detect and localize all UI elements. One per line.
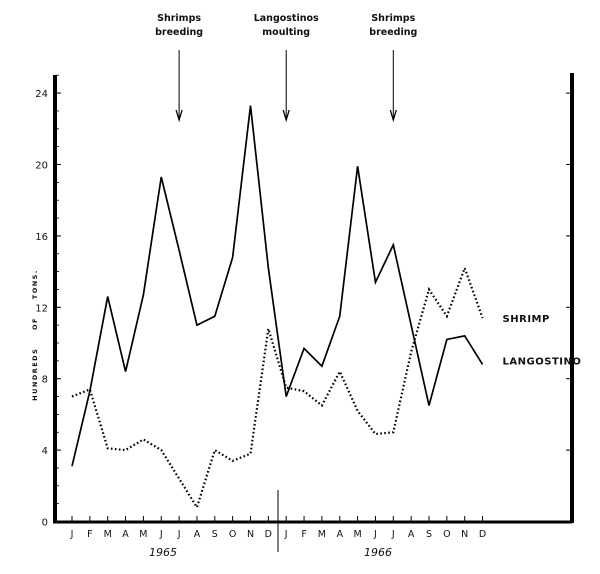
- x-tick-label: M: [139, 529, 147, 540]
- annotation-line1: Shrimps: [371, 13, 415, 24]
- x-tick-label: J: [159, 529, 163, 540]
- x-tick-label: A: [194, 529, 201, 540]
- x-tick-label: A: [122, 529, 129, 540]
- x-tick-label: M: [318, 529, 326, 540]
- y-tick-label: 20: [35, 161, 48, 172]
- y-tick-label: 8: [42, 375, 48, 386]
- x-tick-label: O: [229, 529, 236, 540]
- annotation-line2: moulting: [262, 27, 310, 38]
- x-tick-label: F: [87, 529, 92, 540]
- y-tick-label: 4: [42, 446, 48, 457]
- x-tick-label: M: [104, 529, 112, 540]
- x-tick-label: S: [212, 529, 218, 540]
- annotation-line2: breeding: [155, 27, 203, 38]
- annotation-line1: Langostinos: [254, 13, 319, 24]
- x-tick-label: F: [301, 529, 306, 540]
- y-tick-label: 12: [35, 303, 48, 314]
- x-tick-label: N: [461, 529, 468, 540]
- arrow-head-icon: [282, 109, 290, 123]
- x-tick-label: O: [443, 529, 450, 540]
- arrow-head-icon: [175, 109, 183, 123]
- y-tick-label: 0: [42, 518, 48, 529]
- annotation-line1: Shrimps: [157, 13, 201, 24]
- x-tick-label: J: [177, 529, 181, 540]
- x-tick-label: J: [70, 529, 74, 540]
- x-tick-label: J: [391, 529, 395, 540]
- series-line-langostino: [71, 105, 484, 467]
- y-tick-label: 24: [35, 89, 48, 100]
- series-label: SHRIMP: [503, 314, 550, 325]
- year-label: 1966: [364, 546, 392, 559]
- series-label: LANGOSTINO: [503, 356, 582, 367]
- x-tick-label: M: [353, 529, 361, 540]
- x-tick-label: A: [408, 529, 415, 540]
- x-tick-label: D: [479, 529, 486, 540]
- series-line-shrimp: [71, 264, 484, 510]
- y-axis-label: HUNDREDS OF TONS.: [31, 269, 39, 401]
- x-tick-label: S: [426, 529, 432, 540]
- annotation-line2: breeding: [369, 27, 417, 38]
- x-tick-label: J: [284, 529, 288, 540]
- x-tick-label: N: [247, 529, 254, 540]
- y-tick-label: 16: [35, 232, 48, 243]
- year-label: 1965: [149, 546, 177, 559]
- x-tick-label: D: [265, 529, 272, 540]
- x-tick-label: J: [373, 529, 377, 540]
- x-tick-label: A: [337, 529, 344, 540]
- arrow-head-icon: [389, 109, 397, 123]
